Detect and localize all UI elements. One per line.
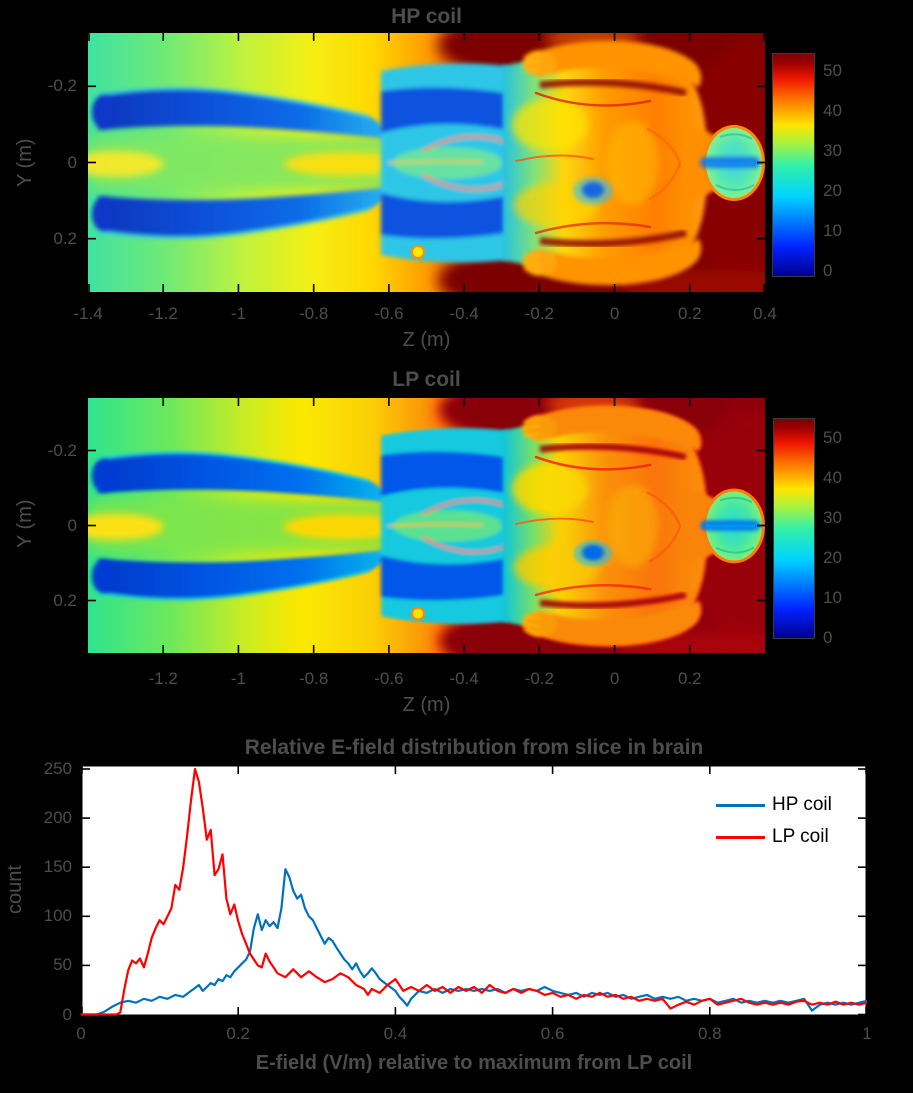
lp-ylabel: Y (m) — [14, 499, 36, 549]
x-tick-label: -1.2 — [148, 304, 178, 323]
x-tick-label: -0.4 — [449, 669, 479, 688]
x-tick-label: -0.4 — [449, 304, 479, 323]
x-tick-label: -0.8 — [299, 669, 329, 688]
series-line-lp-coil — [81, 767, 867, 1016]
hp-heatmap — [88, 33, 765, 292]
x-tick-label: 0 — [609, 304, 620, 323]
colorbar-tick-label: 50 — [823, 61, 842, 80]
colorbar-tick-label: 0 — [823, 261, 833, 280]
hp-xlabel: Z (m) — [402, 329, 451, 351]
y-tick-label: 0 — [62, 1004, 72, 1024]
legend: HP coil LP coil — [716, 789, 832, 853]
x-tick-label: -0.2 — [524, 669, 554, 688]
x-tick-label: -0.6 — [374, 669, 404, 688]
x-tick-label: -1 — [230, 669, 246, 688]
colorbar-tick-label: 40 — [823, 101, 842, 120]
y-tick-label: 0 — [67, 152, 77, 172]
lp-axis-ticks — [88, 398, 765, 653]
y-tick-label: 0.2 — [53, 228, 77, 248]
x-tick-label: -0.8 — [299, 304, 329, 323]
x-tick-label: -1.2 — [148, 669, 178, 688]
x-tick-label: 0 — [609, 669, 620, 688]
x-tick-label: 0.2 — [226, 1024, 251, 1043]
x-tick-label: 0.4 — [383, 1024, 408, 1043]
x-tick-label: 0 — [76, 1024, 86, 1043]
lp-colorbar — [773, 418, 815, 639]
x-tick-label: -1 — [230, 304, 246, 323]
x-tick-label: 0.6 — [540, 1024, 565, 1043]
histogram-ylabel: count — [4, 865, 26, 915]
y-tick-label: 50 — [53, 955, 72, 975]
x-tick-label: 0.2 — [677, 669, 702, 688]
colorbar-tick-label: 30 — [823, 508, 842, 527]
histogram-title: Relative E-field distribution from slice… — [244, 736, 704, 759]
x-tick-label: 0.4 — [753, 304, 777, 323]
colorbar-tick-label: 40 — [823, 468, 842, 487]
x-tick-label: 0.2 — [677, 304, 702, 323]
colorbar-tick-label: 20 — [823, 548, 842, 567]
lp-plot-title: LP coil — [392, 368, 461, 391]
x-tick-label: 1 — [862, 1024, 872, 1043]
legend-label-lp: LP coil — [772, 826, 829, 847]
hp-ylabel: Y (m) — [14, 138, 36, 188]
y-tick-label: 150 — [43, 857, 72, 877]
x-tick-label: -0.6 — [374, 304, 404, 323]
histogram-plot — [81, 765, 867, 1016]
lp-heatmap — [88, 398, 765, 653]
colorbar-tick-label: 0 — [823, 628, 833, 647]
y-tick-label: 0.2 — [53, 590, 77, 610]
y-tick-label: 0 — [67, 515, 77, 535]
histogram-xlabel: E-field (V/m) relative to maximum from L… — [255, 1052, 693, 1074]
y-tick-label: 200 — [43, 808, 72, 828]
colorbar-tick-label: 10 — [823, 588, 842, 607]
hp-plot-title: HP coil — [391, 5, 462, 28]
hp-axis-ticks — [88, 33, 765, 292]
colorbar-tick-label: 50 — [823, 428, 842, 447]
y-tick-label: -0.2 — [47, 76, 77, 96]
legend-label-hp: HP coil — [772, 794, 832, 815]
y-tick-label: -0.2 — [47, 440, 77, 460]
hp-legend-line — [716, 803, 765, 807]
y-tick-label: 250 — [43, 759, 72, 778]
x-tick-label: -0.2 — [524, 304, 554, 323]
y-tick-label: 100 — [43, 906, 72, 926]
colorbar-tick-label: 30 — [823, 141, 842, 160]
x-tick-label: -1.4 — [73, 304, 103, 323]
lp-legend-line — [716, 835, 765, 839]
colorbar-tick-label: 20 — [823, 181, 842, 200]
lp-xlabel: Z (m) — [402, 694, 451, 716]
colorbar-tick-label: 10 — [823, 221, 842, 240]
legend-item-lp: LP coil — [716, 821, 832, 853]
legend-item-hp: HP coil — [716, 789, 832, 821]
x-tick-label: 0.8 — [697, 1024, 722, 1043]
hp-colorbar — [772, 53, 815, 277]
